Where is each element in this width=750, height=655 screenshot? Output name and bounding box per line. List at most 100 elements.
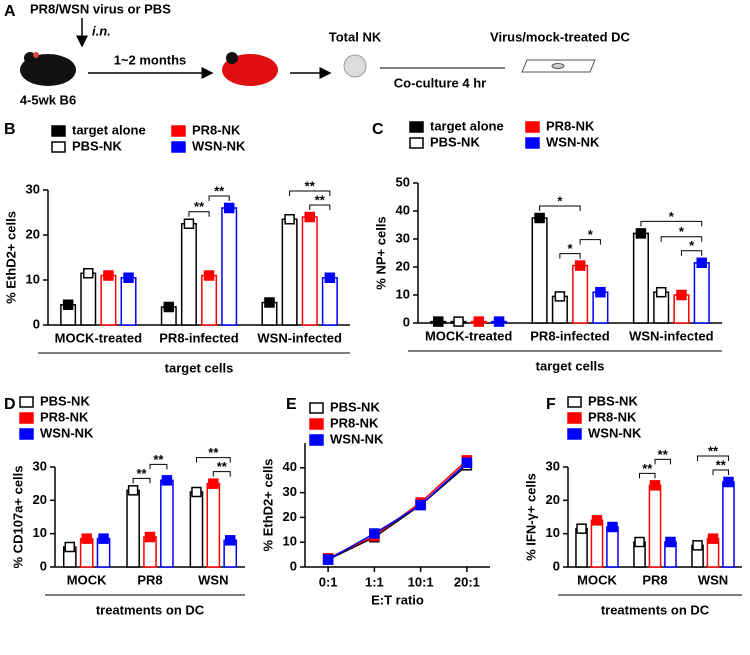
data-point — [284, 214, 295, 225]
significance-label: * — [557, 193, 563, 208]
significance-bracket — [195, 457, 231, 463]
significance-label: ** — [658, 447, 669, 462]
bar — [281, 218, 298, 326]
significance-bracket — [188, 211, 210, 217]
data-point — [191, 486, 202, 498]
bar — [80, 272, 97, 326]
bar — [531, 217, 548, 324]
bar — [180, 223, 197, 326]
data-point — [461, 457, 473, 469]
x-axis-label: treatments on DC — [96, 602, 205, 617]
data-point — [723, 476, 734, 488]
panel-label: D — [4, 396, 16, 413]
legend-swatch — [171, 141, 186, 153]
x-tick-label: 10:1 — [408, 574, 434, 589]
data-point — [634, 536, 645, 548]
data-point — [473, 316, 485, 327]
legend-label: PR8-NK — [330, 415, 379, 430]
data-point — [649, 480, 661, 491]
legend-label: WSN-NK — [330, 431, 384, 446]
route: i.n. — [92, 23, 111, 38]
bar — [160, 479, 174, 568]
x-tick-label: PR8 — [642, 572, 667, 587]
legend-label: WSN-NK — [192, 138, 246, 153]
y-tick-label: 20 — [283, 509, 297, 524]
y-axis-label: % CD107a+ cells — [10, 466, 25, 569]
x-tick-label: PR8 — [137, 572, 162, 587]
x-tick-label: MOCK-treated — [55, 330, 142, 345]
y-tick-label: 40 — [396, 202, 410, 217]
legend-swatch — [19, 428, 34, 440]
panel-label: F — [546, 396, 556, 413]
data-point — [493, 316, 505, 327]
bar — [189, 491, 204, 568]
y-axis-label: % NP+ cells — [373, 216, 388, 289]
x-axis-label: E:T ratio — [371, 592, 424, 607]
y-tick-label: 30 — [33, 458, 47, 473]
legend-swatch — [51, 125, 66, 137]
legend-swatch — [19, 412, 34, 424]
data-point — [322, 554, 334, 565]
significance-label: ** — [208, 445, 219, 460]
y-tick-label: 0 — [33, 316, 40, 331]
significance-label: ** — [642, 461, 653, 476]
data-point — [127, 485, 139, 496]
target-cells: Virus/mock-treated DC — [490, 29, 631, 44]
data-point — [324, 272, 336, 283]
legend-label: PR8-NK — [588, 409, 637, 424]
y-tick-label: 20 — [546, 492, 560, 507]
data-point — [304, 211, 315, 223]
panel-label: A — [4, 3, 16, 20]
y-tick-label: 30 — [396, 230, 410, 245]
legend-label: WSN-NK — [40, 425, 94, 440]
significance-bracket — [208, 195, 230, 201]
legend-swatch — [525, 121, 540, 133]
x-tick-label: WSN — [198, 572, 228, 587]
data-point — [208, 478, 219, 489]
data-point — [161, 475, 173, 486]
chart-panel: C 0 10 20 30 40 50 % NP+ cells target alonePBS-N… — [372, 118, 722, 373]
legend-swatch — [19, 396, 34, 408]
legend-swatch — [567, 396, 582, 408]
significance-bracket — [309, 204, 331, 210]
chart-panel: F 0 10 20 30 % IFN-γ+ cells PBS-NKPR8-NKWSN-NK… — [523, 393, 742, 617]
significance-label: * — [588, 227, 594, 242]
y-tick-label: 30 — [283, 484, 297, 499]
data-point — [64, 541, 76, 553]
bar — [221, 207, 238, 326]
cells: Total NK — [329, 29, 382, 44]
x-axis-label: target cells — [536, 358, 605, 373]
data-point — [183, 218, 195, 229]
inoculum: PR8/WSN virus or PBS — [30, 1, 171, 16]
legend-label: PBS-NK — [72, 138, 122, 153]
bar — [693, 262, 710, 324]
x-tick-label: 0:1 — [319, 574, 338, 589]
panel-label: E — [286, 396, 297, 413]
significance-bracket — [559, 253, 581, 259]
significance-label: * — [669, 209, 675, 224]
data-point — [83, 268, 94, 279]
significance-label: ** — [194, 199, 205, 214]
legend-swatch — [309, 402, 324, 414]
x-tick-label: WSN — [698, 572, 728, 587]
data-point — [62, 299, 74, 310]
significance-label: * — [567, 241, 573, 256]
mouse-ear-inner — [33, 52, 39, 58]
data-point — [163, 301, 175, 313]
x-tick-label: 20:1 — [454, 574, 480, 589]
panel-label: C — [372, 121, 384, 138]
bar — [648, 484, 662, 568]
significance-bracket — [712, 469, 729, 475]
y-tick-label: 30 — [546, 458, 560, 473]
x-tick-label: MOCK — [577, 572, 617, 587]
y-axis-label: % EthD2+ cells — [3, 211, 18, 304]
data-point — [369, 528, 380, 539]
y-tick-label: 10 — [396, 286, 410, 301]
y-tick-label: 20 — [396, 258, 410, 273]
x-tick-label: MOCK — [67, 572, 107, 587]
significance-bracket — [149, 463, 168, 470]
legend-swatch — [567, 428, 582, 440]
legend-label: WSN-NK — [546, 134, 600, 149]
significance-label: ** — [716, 457, 727, 472]
